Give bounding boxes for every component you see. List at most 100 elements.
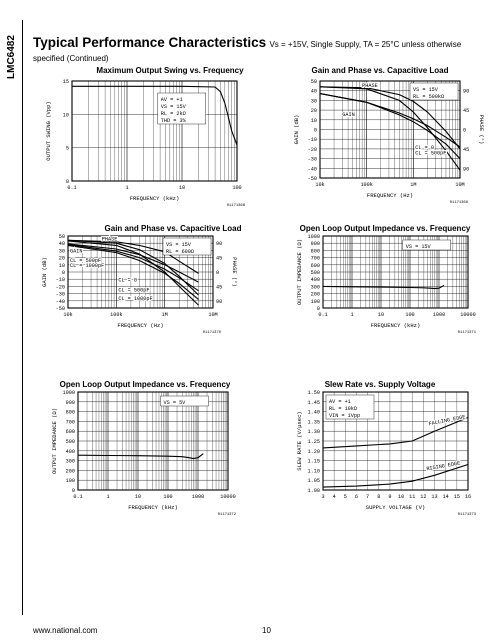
x-tick-label: 10 — [135, 494, 141, 500]
y-tick-label: 0 — [62, 270, 65, 276]
legend-entry: RL = 500kΩ — [413, 94, 444, 100]
x-tick-label: 16 — [465, 494, 471, 500]
legend-box — [325, 394, 375, 420]
x-axis-label: FREQUENCY (kHz) — [371, 322, 421, 329]
series-line — [322, 463, 469, 488]
chart-impedance-5v: 0.1 1 10 100 1000 10000 0 100 200 300 400 500 600 700… — [51, 390, 237, 517]
x-axis-label: FREQUENCY (kHz) — [128, 504, 178, 511]
legend-entry: RL = 2kΩ — [161, 111, 186, 117]
x-tick-label: 10000 — [460, 312, 476, 318]
y-axis-label: OUTPUT IMPEDANCE (Ω) — [296, 239, 303, 305]
chart-1-caption: Maximum Output Swing vs. Frequency — [96, 66, 244, 75]
legend-entry: RL = 10kΩ — [329, 406, 357, 412]
y-tick-label: -40 — [56, 299, 65, 305]
y-tick-label: 1.10 — [308, 468, 320, 474]
footer-page-number: 10 — [262, 626, 271, 635]
y2-tick-label: 90 — [463, 166, 469, 172]
y-tick-label: 300 — [311, 284, 320, 290]
y-tick-label: 1.25 — [308, 439, 320, 445]
chart-2-caption: Gain and Phase vs. Capacitive Load — [311, 66, 449, 75]
y-tick-label: 700 — [66, 419, 75, 425]
y2-tick-label: 45 — [216, 284, 222, 290]
legend-entry: VS = 15V — [166, 242, 192, 248]
legend-box — [160, 395, 209, 407]
series-line — [67, 243, 199, 283]
y-tick-label: 1.40 — [308, 410, 320, 416]
legend-entry: AV = +1 — [161, 97, 183, 103]
series-line — [67, 239, 199, 296]
y-tick-label: 15 — [63, 79, 69, 85]
x-axis-label: FREQUENCY (Hz) — [367, 192, 413, 199]
annotation-label: GAIN — [342, 112, 354, 118]
x-tick-label: 1 — [106, 494, 109, 500]
x-tick-label: 3 — [321, 494, 324, 500]
x-axis-label: SUPPLY VOLTAGE (V) — [366, 504, 425, 511]
y2-tick-label: 45 — [216, 256, 222, 262]
y-axis-label: GAIN (dB) — [41, 257, 48, 287]
chart-slew-rate: 3 4 5 6 7 8 9 10 11 12 13 14 15 16 1.00 1.05 1.10 1.15 1.2… — [296, 390, 477, 517]
y-tick-label: 1.20 — [308, 449, 320, 455]
y2-axis-label: PHASE (°) — [231, 257, 238, 287]
plot-frame — [71, 80, 238, 182]
series-line — [67, 239, 199, 274]
x-tick-label: 100k — [110, 312, 122, 318]
y-tick-label: 1000 — [308, 234, 320, 240]
page-heading: Typical Performance Characteristics Vs =… — [33, 36, 488, 65]
y-tick-label: 1.30 — [308, 429, 320, 435]
y-tick-label: 800 — [311, 248, 320, 254]
x-tick-label: 8 — [377, 494, 380, 500]
x-tick-label: 10k — [315, 182, 324, 188]
chart-impedance-15v: 0.1 1 10 100 1000 100000100200300400500600700… — [296, 234, 477, 335]
annotation-label: GAIN — [70, 249, 82, 255]
figure-id: 01171369 — [450, 201, 469, 205]
y-tick-label: 0 — [314, 128, 317, 134]
x-tick-label: 5 — [344, 494, 347, 500]
plot-frame — [77, 391, 229, 491]
y-tick-label: 5 — [66, 146, 69, 152]
x-tick-label: 10M — [455, 182, 464, 188]
x-tick-label: 6 — [355, 494, 358, 500]
x-tick-label: 11 — [409, 494, 415, 500]
series-line — [319, 86, 461, 150]
x-tick-label: 10 — [179, 185, 185, 191]
annotation-label: CL = 500pF — [118, 287, 149, 293]
y-tick-label: 1.05 — [308, 478, 320, 484]
chart-6-caption: Slew Rate vs. Supply Voltage — [324, 380, 436, 389]
y-axis-label: OUTPUT SWING (Vpp) — [45, 101, 52, 160]
y-tick-label: 900 — [311, 241, 320, 247]
y-tick-label: -30 — [308, 157, 317, 163]
legend-entry: VS = 15V — [161, 104, 187, 110]
y-tick-label: 1000 — [63, 390, 75, 396]
y-tick-label: 1.45 — [308, 400, 320, 406]
x-tick-label: 0.1 — [318, 312, 327, 318]
figure-id: 01171368 — [227, 204, 246, 208]
footer-website[interactable]: www.national.com — [33, 626, 98, 635]
x-tick-label: 4 — [333, 494, 336, 500]
x-axis-label: FREQUENCY (kHz) — [130, 195, 180, 202]
y2-tick-label: 90 — [463, 89, 469, 95]
legend-entry: VIN = 1Vpp — [329, 413, 360, 419]
annotation-label: FALLING EDGE — [428, 414, 466, 427]
chart-output-swing: 0.1 1 10 100 0 5 10 15 FREQUENCY (kHz) OUTPUT SWI… — [45, 79, 246, 208]
annotation-label: CL = 500pF — [415, 151, 446, 157]
legend-box — [409, 82, 459, 101]
x-tick-label: 100 — [232, 185, 241, 191]
test-conditions: Vs = +15V, Single Supply, TA = 25°C unle… — [269, 40, 462, 49]
y-tick-label: 20 — [59, 256, 65, 262]
series-line — [322, 284, 445, 290]
y-tick-label: 10 — [311, 118, 317, 124]
x-tick-label: 10 — [398, 494, 404, 500]
test-conditions-continued: specified (Continued) — [33, 54, 109, 63]
annotation-label: PHASE — [362, 83, 378, 89]
chart-gain-phase-600: 10k 100k 1M 10M-50-40-30-20-100102030405090… — [41, 234, 238, 335]
y-axis-label: OUTPUT IMPEDANCE (Ω) — [51, 408, 58, 474]
y-tick-label: 1.15 — [308, 459, 320, 465]
x-tick-label: 12 — [420, 494, 426, 500]
x-tick-label: 7 — [366, 494, 369, 500]
y-tick-label: 1.50 — [308, 390, 320, 396]
y-tick-label: 50 — [311, 79, 317, 85]
y-tick-label: 600 — [66, 429, 75, 435]
x-tick-label: 100 — [405, 312, 414, 318]
figure-id: 01171372 — [218, 513, 237, 517]
y2-tick-label: 90 — [216, 299, 222, 305]
